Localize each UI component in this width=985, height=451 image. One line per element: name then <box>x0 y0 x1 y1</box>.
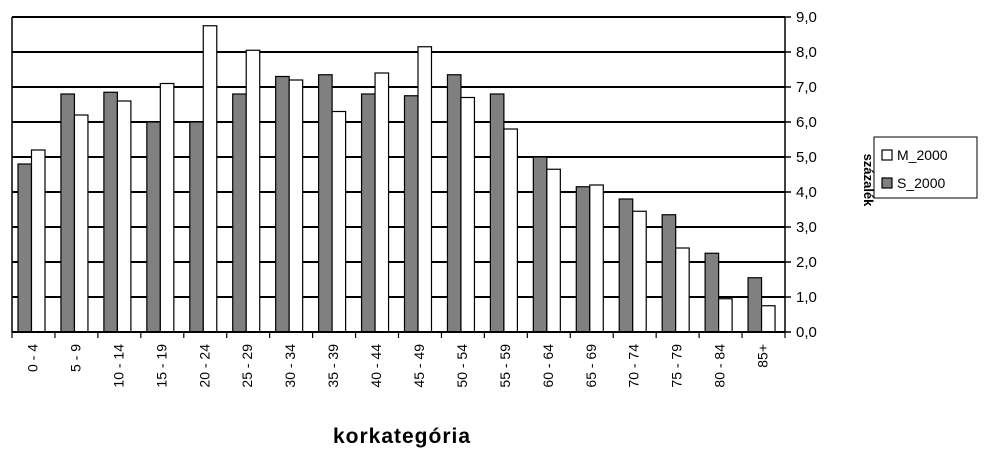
axes <box>11 16 791 338</box>
bar-m-2000 <box>245 49 261 333</box>
x-tick-label: 5 - 9 <box>67 344 83 372</box>
x-tick-label: 15 - 19 <box>153 344 169 388</box>
bar-s-2000 <box>360 93 376 333</box>
bar-m-2000 <box>374 72 390 333</box>
x-tick-label: 85+ <box>755 344 771 368</box>
bar-s-2000 <box>532 156 548 333</box>
bar-s-2000 <box>747 277 763 333</box>
bar-s-2000 <box>146 121 161 333</box>
bar-s-2000 <box>489 93 505 333</box>
bar-s-2000 <box>17 163 33 333</box>
x-tick-label: 20 - 24 <box>196 344 212 388</box>
bar-m-2000 <box>718 298 733 333</box>
x-tick-label: 45 - 49 <box>411 344 427 388</box>
y-tick-label: 7,0 <box>796 79 817 96</box>
bar-s-2000 <box>704 252 720 333</box>
x-tick-label: 35 - 39 <box>325 344 341 388</box>
bar-m-2000 <box>460 96 476 333</box>
x-tick-label: 50 - 54 <box>454 344 470 388</box>
grid-lines <box>12 16 785 333</box>
y-tick-label: 3,0 <box>796 219 817 236</box>
x-tick-label: 60 - 64 <box>540 344 556 388</box>
bar-s-2000 <box>618 198 634 333</box>
y-tick-label: 5,0 <box>796 149 817 166</box>
x-tick-label: 0 - 4 <box>24 344 40 372</box>
bar-m-2000 <box>30 149 46 333</box>
x-tick-label: 10 - 14 <box>110 344 126 388</box>
legend-label: S_2000 <box>897 175 945 191</box>
bar-s-2000 <box>318 74 333 333</box>
y-tick-label: 8,0 <box>796 44 817 61</box>
y-tick-label: 1,0 <box>796 289 817 306</box>
y-tick-label: 4,0 <box>796 184 817 201</box>
bar-m-2000 <box>159 82 175 333</box>
x-tick-label: 55 - 59 <box>497 344 513 388</box>
y-axis-title: százalék <box>861 154 876 208</box>
bar-m-2000 <box>288 79 304 333</box>
x-tick-label: 25 - 29 <box>239 344 255 388</box>
y-tick-label: 9,0 <box>796 9 817 26</box>
bar-m-2000 <box>503 128 518 333</box>
x-tick-label: 30 - 34 <box>282 344 298 388</box>
bar-s-2000 <box>60 93 76 333</box>
bar-m-2000 <box>632 210 647 333</box>
legend: M_2000 S_2000 <box>873 136 978 199</box>
x-tick-label: 65 - 69 <box>583 344 599 388</box>
bar-s-2000 <box>403 95 419 333</box>
bar-s-2000 <box>232 93 247 333</box>
legend-swatch-m-2000 <box>881 149 893 161</box>
bar-s-2000 <box>446 74 462 333</box>
bar-s-2000 <box>575 186 591 333</box>
y-tick-label: 2,0 <box>796 254 817 271</box>
bar-m-2000 <box>589 184 604 333</box>
bar-s-2000 <box>189 121 204 333</box>
x-tick-label: 70 - 74 <box>626 344 642 388</box>
bar-m-2000 <box>116 100 132 333</box>
legend-swatch-s-2000 <box>881 177 893 189</box>
bar-m-2000 <box>202 25 218 333</box>
y-tick-labels: 0,0 1,0 2,0 3,0 4,0 5,0 6,0 7,0 8,0 9,0 <box>796 9 817 341</box>
y-tick-label: 6,0 <box>796 114 817 131</box>
bar-m-2000 <box>675 247 690 333</box>
bar-m-2000 <box>546 168 561 333</box>
x-tick-label: 75 - 79 <box>669 344 685 388</box>
x-tick-label: 80 - 84 <box>712 344 728 388</box>
bar-s-2000 <box>661 214 677 333</box>
bar-s-2000 <box>275 75 290 333</box>
bar-m-2000 <box>417 46 433 333</box>
bars <box>17 25 776 333</box>
bar-m-2000 <box>760 305 776 333</box>
y-tick-label: 0,0 <box>796 324 817 341</box>
x-tick-labels: 0 - 4 5 - 9 10 - 14 15 - 19 20 - 24 25 - 29 30… <box>24 344 770 388</box>
bar-s-2000 <box>103 91 118 333</box>
bar-m-2000 <box>73 114 89 333</box>
x-tick-label: 40 - 44 <box>368 344 384 388</box>
x-axis-title: korkategória <box>333 425 471 448</box>
bar-m-2000 <box>331 110 347 333</box>
legend-label: M_2000 <box>897 147 948 163</box>
